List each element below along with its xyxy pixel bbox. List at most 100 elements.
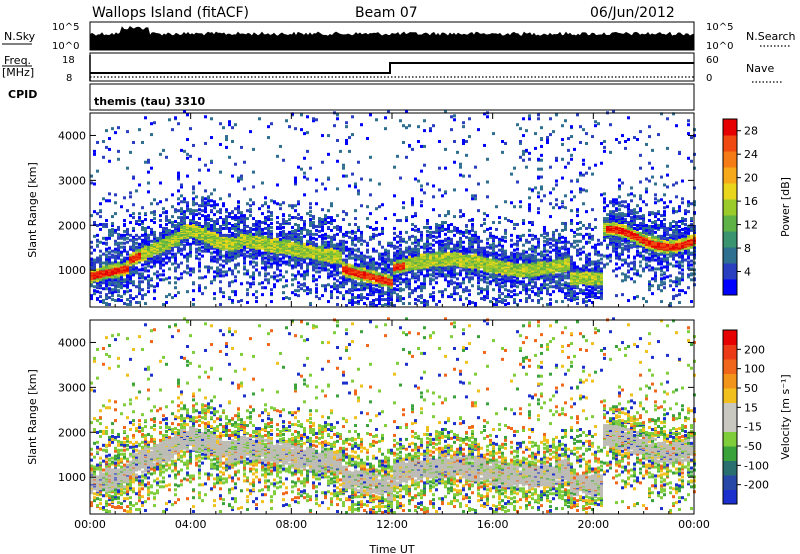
power-cell [432,298,435,301]
power-cell [309,291,312,294]
power-cell [498,258,501,261]
power-cell [414,239,417,242]
power-cell [345,241,348,244]
power-cell [300,263,303,266]
power-cell [471,194,474,197]
power-cell [336,233,339,236]
power-cell [267,227,270,230]
power-cell [111,228,114,231]
power-cell [336,250,339,253]
power-cell [336,296,339,299]
power-cell [300,128,303,131]
freq-trace [90,63,694,73]
freq-panel: Freq. [MHz] 18 8 60 0 Nave [2,53,782,84]
power-cell [165,253,168,256]
power-cell [198,247,201,250]
power-cell [333,277,336,280]
power-cell [231,299,234,302]
power-cell [252,276,255,279]
power-cell [186,153,189,156]
power-cell [378,272,381,275]
power-cell [96,290,99,293]
power-cell [384,291,387,294]
power-cell [294,263,297,266]
power-cell [417,125,420,128]
power-cell [204,265,207,268]
power-cell [354,238,357,241]
power-cell [114,284,117,287]
power-cell [141,263,144,266]
power-cell [264,278,267,281]
power-cell [132,280,135,283]
power-cell [204,227,207,230]
nave-tick-high: 60 [706,55,719,66]
power-cell [414,245,417,248]
power-cell [336,160,339,163]
power-cell [417,239,420,242]
power-cell [321,161,324,164]
date-title: 06/Jun/2012 [590,5,675,21]
power-cell [105,219,108,222]
power-cell [240,218,243,221]
power-cell [114,299,117,302]
power-cell [219,290,222,293]
power-cell [357,248,360,251]
power-cell [372,270,375,273]
power-cell [357,282,360,285]
power-cell [426,248,429,251]
power-cell [177,247,180,250]
power-cell [363,296,366,299]
power-cell [444,221,447,224]
power-cell [468,175,471,178]
power-cell [516,252,519,255]
power-cell [351,303,354,306]
power-cell [504,303,507,306]
power-cell [372,248,375,251]
power-cell [117,262,120,265]
power-cell [243,265,246,268]
power-cell [267,272,270,275]
power-cell [339,276,342,279]
power-cell [195,221,198,224]
power-cell [378,301,381,304]
power-cell [210,199,213,202]
power-cell [372,233,375,236]
power-cell [189,127,192,130]
power-cell [99,215,102,218]
power-cell [180,276,183,279]
power-cell [384,217,387,220]
power-cell [498,294,501,297]
power-cell [462,277,465,280]
cpid-value: themis (tau) 3310 [94,95,206,108]
power-cell [447,237,450,240]
power-cell [144,218,147,221]
power-cell [324,233,327,236]
power-cell [201,209,204,212]
power-cell [159,219,162,222]
power-cell [141,272,144,275]
power-cell [345,142,348,145]
power-cell [285,279,288,282]
power-cell [177,222,180,225]
power-cell [159,257,162,260]
power-cell [495,298,498,301]
power-cell [327,209,330,212]
power-cell [171,230,174,233]
power-cell [441,240,444,243]
power-cell [348,231,351,234]
power-cell [111,127,114,130]
power-cell [381,257,384,260]
power-cell [462,213,465,216]
power-cell [228,120,231,123]
power-cell [474,249,477,252]
power-cell [306,115,309,118]
power-cell [462,121,465,124]
power-cell [486,276,489,279]
power-cell [126,228,129,231]
power-cell [510,257,513,260]
power-cell [228,281,231,284]
power-cell [171,256,174,259]
power-cell [153,231,156,234]
power-cell [189,208,192,211]
power-cell [435,276,438,279]
